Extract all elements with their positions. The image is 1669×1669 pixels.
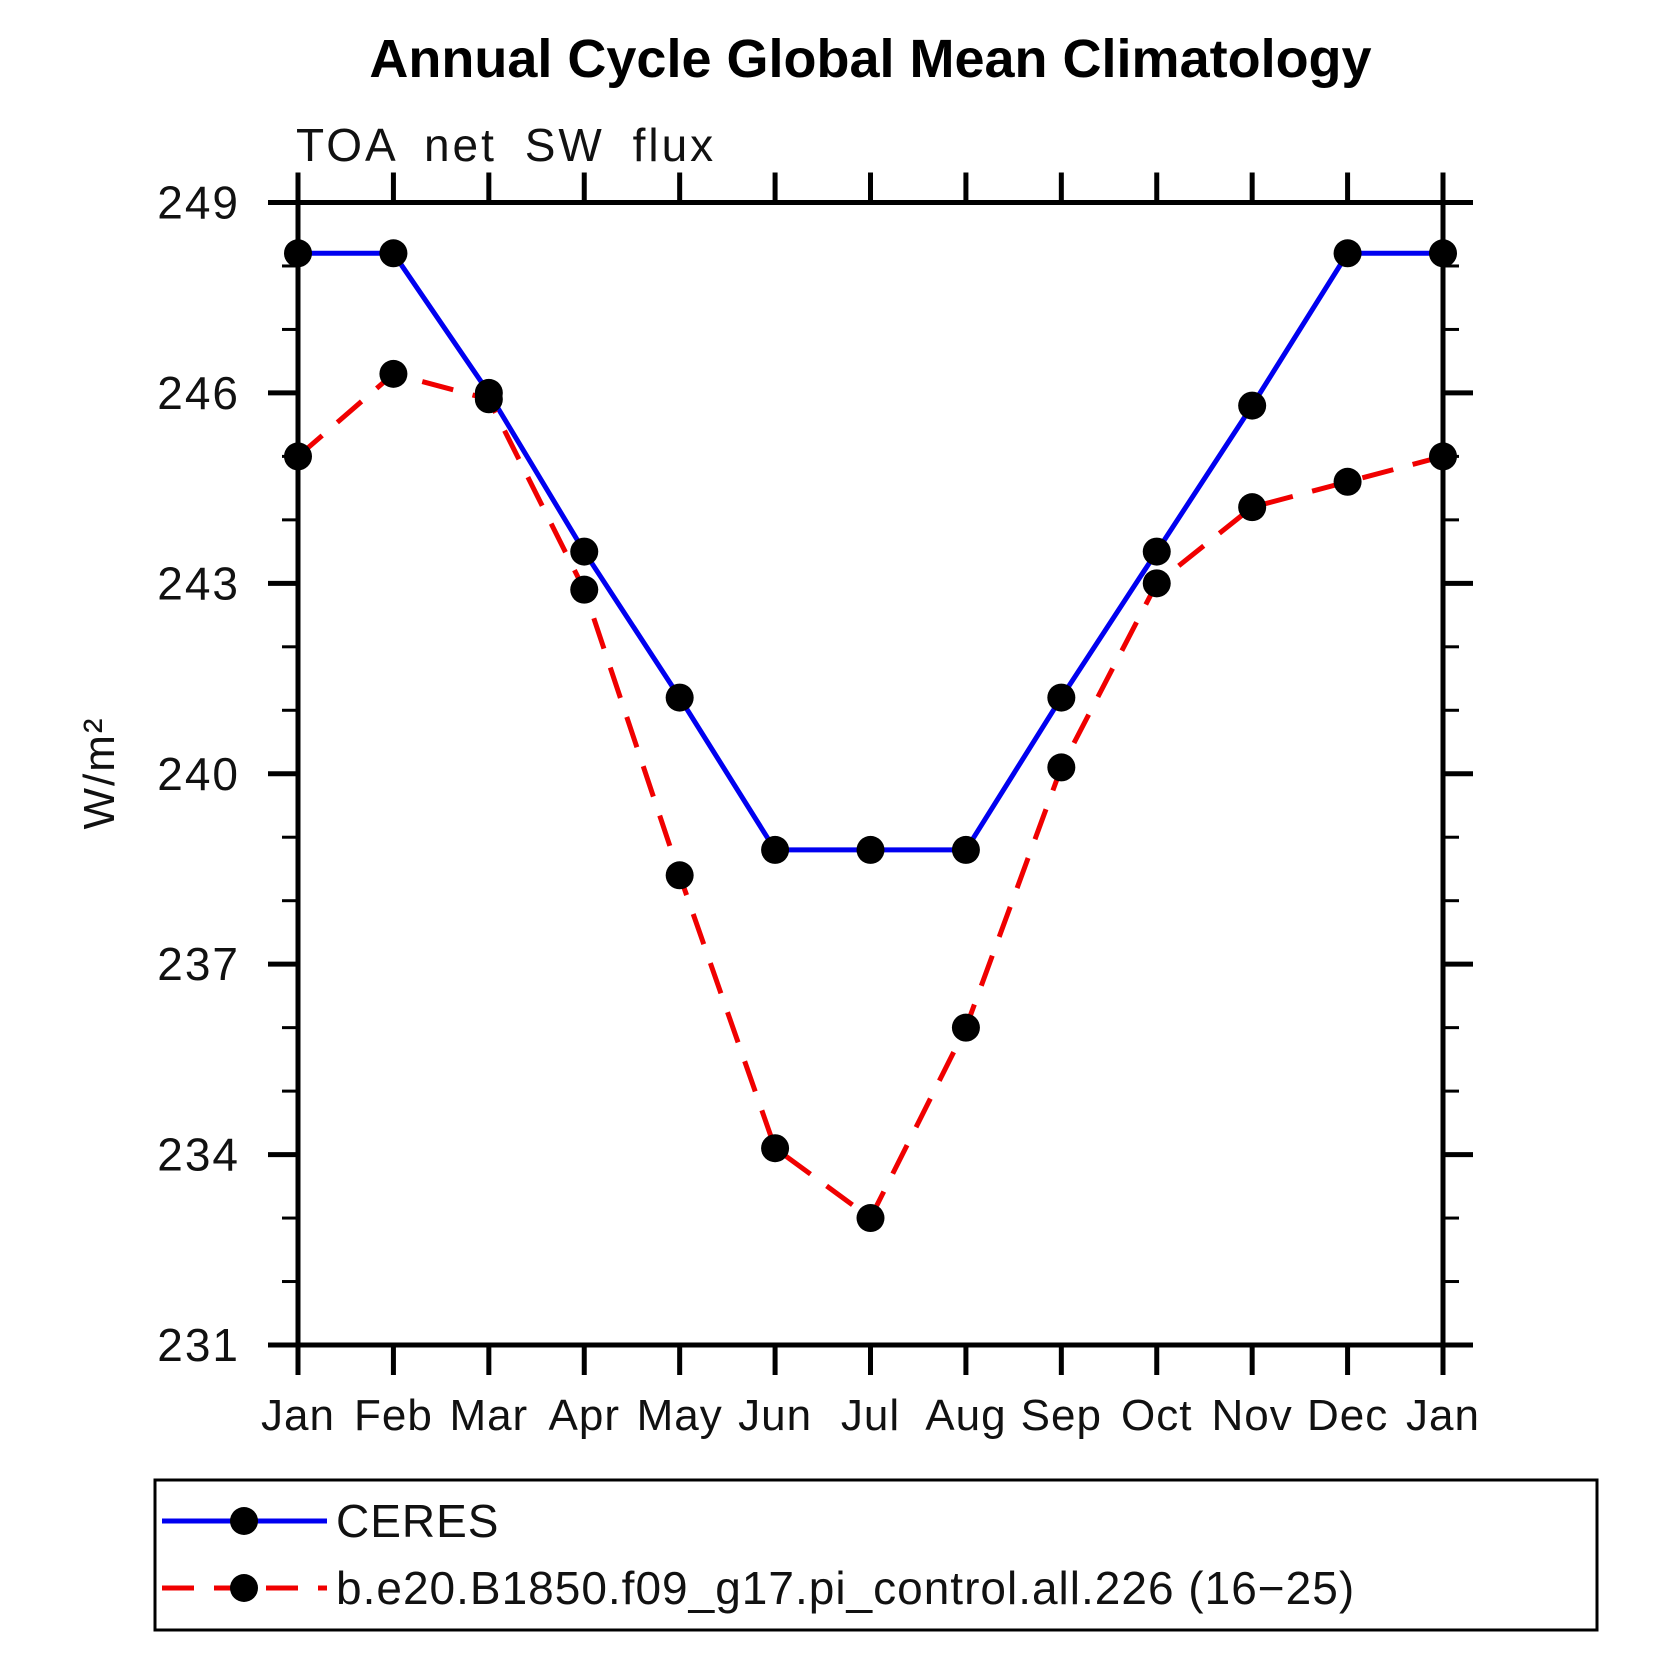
x-tick-label: Jul: [841, 1391, 900, 1440]
data-point-marker: [1429, 442, 1457, 471]
data-point-marker: [761, 835, 790, 864]
data-point-marker: [951, 835, 980, 864]
series-line-ceres: [298, 250, 1443, 853]
data-point-marker: [284, 239, 312, 268]
dashed-line: [296, 371, 1444, 1222]
legend-label: CERES: [336, 1495, 499, 1547]
data-point-marker: [1333, 467, 1362, 496]
data-point-marker: [856, 1204, 885, 1233]
data-point-marker: [1238, 493, 1267, 522]
data-point-marker: [1142, 569, 1171, 598]
data-point-marker: [761, 1134, 790, 1163]
data-point-marker: [1333, 239, 1362, 268]
x-tick-label: Sep: [1021, 1391, 1102, 1440]
chart-subtitle: TOA net SW flux: [296, 119, 717, 171]
data-point-marker: [1142, 537, 1171, 566]
x-tick-label: Jan: [261, 1391, 335, 1440]
legend-marker-sample: [230, 1574, 258, 1602]
data-point-marker: [1047, 683, 1076, 712]
data-point-marker: [665, 861, 694, 890]
data-point-marker: [856, 835, 885, 864]
x-tick-label: Apr: [549, 1391, 620, 1440]
data-point-marker: [379, 359, 408, 388]
data-point-marker: [570, 537, 599, 566]
series-markers-model: [284, 359, 1457, 1233]
data-point-marker: [284, 442, 312, 471]
x-tick-label: Nov: [1212, 1391, 1293, 1440]
data-point-marker: [379, 239, 408, 268]
y-tick-label: 237: [157, 938, 240, 990]
data-point-marker: [474, 385, 503, 414]
data-point-marker: [1429, 239, 1457, 268]
data-point-marker: [570, 575, 599, 604]
data-point-marker: [951, 1013, 980, 1042]
data-point-marker: [1238, 391, 1267, 420]
x-tick-label: Aug: [925, 1391, 1006, 1440]
x-tick-label: May: [637, 1391, 723, 1440]
y-tick-label: 243: [157, 557, 240, 609]
x-tick-label: Jan: [1406, 1391, 1480, 1440]
data-point-marker: [1047, 753, 1076, 782]
x-tick-label: Mar: [449, 1391, 528, 1440]
y-tick-label: 249: [157, 177, 240, 229]
legend-box: [153, 1478, 1599, 1632]
legend-item: CERES: [162, 1495, 499, 1547]
y-axis: 231 234 237 240 243 246 249: [157, 177, 1473, 1371]
x-tick-label: Oct: [1121, 1391, 1192, 1440]
x-tick-label: Jun: [738, 1391, 812, 1440]
chart-title: Annual Cycle Global Mean Climatology: [369, 29, 1372, 89]
x-tick-label: Dec: [1307, 1391, 1388, 1440]
legend-item: b.e20.B1850.f09_g17.pi_control.all.226 (…: [162, 1562, 1355, 1614]
series-markers-ceres: [284, 239, 1457, 864]
legend-label: b.e20.B1850.f09_g17.pi_control.all.226 (…: [336, 1562, 1355, 1614]
x-axis: Jan Feb Mar Apr May Jun Jul Aug Sep Oct Nov Dec Jan: [261, 172, 1480, 1440]
y-tick-label: 240: [157, 748, 240, 800]
y-tick-label: 231: [157, 1319, 240, 1371]
legend-marker-sample: [230, 1507, 258, 1535]
y-tick-label: 234: [157, 1129, 240, 1181]
series-line-model: [296, 371, 1444, 1222]
data-point-marker: [665, 683, 694, 712]
legend: CERES b.e20.B1850.f09_g17.pi_control.all.…: [153, 1478, 1599, 1632]
y-tick-label: 246: [157, 367, 240, 419]
solid-line: [298, 250, 1443, 853]
x-tick-label: Feb: [354, 1391, 433, 1440]
